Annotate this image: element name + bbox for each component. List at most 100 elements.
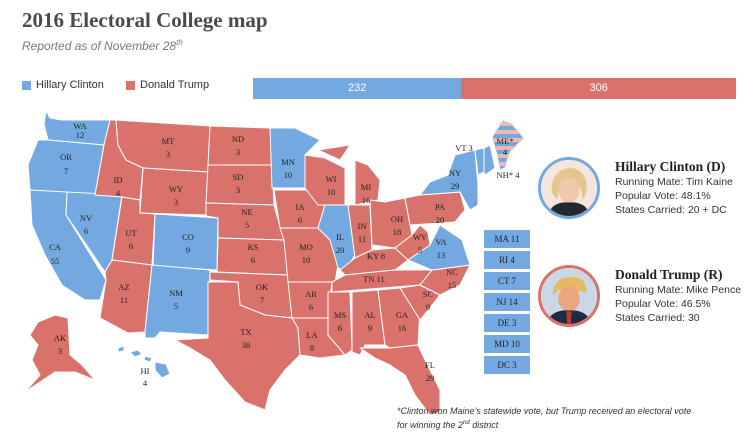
state-label-ia: IA (296, 202, 306, 212)
state-label-sd: SD (233, 172, 244, 182)
state-votes-nm: 5 (174, 301, 178, 311)
state-label-co: CO (182, 232, 194, 242)
state-label-mn: MN (281, 157, 295, 167)
state-nd[interactable] (207, 125, 273, 166)
state-ar[interactable] (287, 281, 333, 319)
state-votes-pa: 20 (436, 215, 445, 225)
trump-swatch (126, 80, 135, 90)
clinton-portrait (538, 157, 600, 219)
state-votes-or: 7 (64, 166, 68, 176)
trump-popular-vote: Popular Vote: 46.5% (615, 298, 711, 310)
state-wv[interactable] (394, 224, 431, 261)
page-title: 2016 Electoral College map (22, 8, 268, 32)
state-label-ne: NE (241, 207, 252, 217)
state-label-az: AZ (118, 282, 129, 292)
state-tx[interactable] (174, 281, 301, 411)
state-label-or: OR (60, 152, 72, 162)
state-votes-id: 4 (116, 188, 121, 198)
state-votes-ar: 6 (309, 302, 313, 312)
clinton-popular-vote: Popular Vote: 48.1% (615, 190, 711, 202)
state-label-id: ID (114, 175, 123, 185)
state-votes-sc: 9 (426, 302, 430, 312)
state-label-ar: AR (305, 289, 317, 299)
state-label-fl: FL (425, 360, 435, 370)
state-label-ky: KY 8 (367, 251, 385, 261)
state-label-ok: OK (256, 282, 269, 292)
maine-stripe (492, 146, 524, 150)
trump-running-mate: Running Mate: Mike Pence (615, 284, 742, 296)
state-label-tn: TN 11 (363, 274, 385, 284)
small-state-de[interactable]: DE 3 (484, 314, 530, 332)
trump-states-carried: States Carried: 30 (615, 312, 700, 324)
state-co[interactable] (152, 213, 219, 271)
state-label-oh: OH (391, 214, 403, 224)
state-label-wy: WY (169, 184, 183, 194)
maine-stripe (492, 130, 524, 134)
state-label-nd: ND (232, 134, 244, 144)
tally-trump: 306 (461, 78, 736, 99)
state-nm[interactable] (144, 264, 211, 339)
state-label-ks: KS (248, 242, 259, 252)
state-label-ut: UT (125, 228, 137, 238)
state-votes-wv: 5 (418, 245, 422, 255)
state-votes-al: 9 (368, 323, 372, 333)
state-votes-in: 11 (358, 234, 366, 244)
state-votes-ms: 6 (338, 323, 342, 333)
small-state-dc[interactable]: DC 3 (484, 356, 530, 374)
state-votes-wa: 12 (76, 130, 85, 140)
small-state-md[interactable]: MD 10 (484, 335, 530, 353)
state-votes-mo: 10 (302, 255, 311, 265)
state-hi[interactable] (117, 345, 171, 379)
state-nc[interactable] (419, 264, 471, 296)
maine-stripe (492, 138, 524, 142)
state-label-nc: NC (446, 267, 458, 277)
state-votes-ak: 3 (58, 346, 62, 356)
state-mi[interactable] (317, 144, 381, 206)
trump-name: Donald Trump (R) (615, 267, 723, 282)
state-label-tx: TX (240, 327, 251, 337)
maine-stripe (492, 122, 524, 126)
state-votes-me: 4 (503, 147, 508, 157)
state-votes-sd: 3 (236, 185, 240, 195)
small-state-ri[interactable]: RI 4 (484, 251, 530, 269)
state-votes-va: 13 (437, 250, 446, 260)
small-state-ma[interactable]: MA 11 (484, 230, 530, 248)
state-label-va: VA (435, 237, 447, 247)
state-nh[interactable] (483, 144, 496, 176)
state-label-la: LA (306, 330, 318, 340)
state-ak[interactable] (24, 314, 96, 393)
state-label-nm: NM (169, 288, 183, 298)
electoral-vote-tally-bar: 232 306 (253, 78, 736, 99)
state-label-nh: NH* 4 (497, 170, 521, 180)
state-votes-nv: 6 (84, 226, 88, 236)
state-label-wi: WI (326, 174, 337, 184)
state-label-vt: VT 3 (455, 143, 473, 153)
clinton-name: Hillary Clinton (D) (615, 159, 726, 174)
maine-stripe (492, 154, 524, 158)
footnote-superscript: nd (463, 420, 470, 426)
state-label-nv: NV (80, 213, 93, 223)
clinton-running-mate: Running Mate: Tim Kaine (615, 176, 733, 188)
state-votes-wi: 10 (327, 187, 336, 197)
small-state-ct[interactable]: CT 7 (484, 272, 530, 290)
state-label-wa: WA (73, 121, 87, 131)
state-label-in: IN (358, 221, 367, 231)
state-votes-ne: 5 (245, 220, 249, 230)
small-state-nj[interactable]: NJ 14 (484, 293, 530, 311)
state-label-ga: GA (396, 310, 409, 320)
state-votes-nc: 15 (448, 280, 457, 290)
state-votes-mi: 16 (362, 195, 371, 205)
state-votes-ks: 6 (251, 255, 255, 265)
footnote-line-2: for winning the 2nd district (397, 417, 747, 431)
state-votes-hi: 4 (143, 378, 148, 388)
state-fl[interactable] (359, 344, 441, 416)
state-votes-ga: 16 (398, 323, 407, 333)
state-ny[interactable] (419, 149, 479, 211)
state-ms[interactable] (327, 291, 353, 356)
page-subtitle: Reported as of November 28th (22, 38, 183, 53)
trump-portrait (538, 265, 600, 327)
state-label-sc: SC (423, 289, 434, 299)
state-label-mt: MT (162, 136, 176, 146)
state-votes-tx: 38 (242, 340, 251, 350)
